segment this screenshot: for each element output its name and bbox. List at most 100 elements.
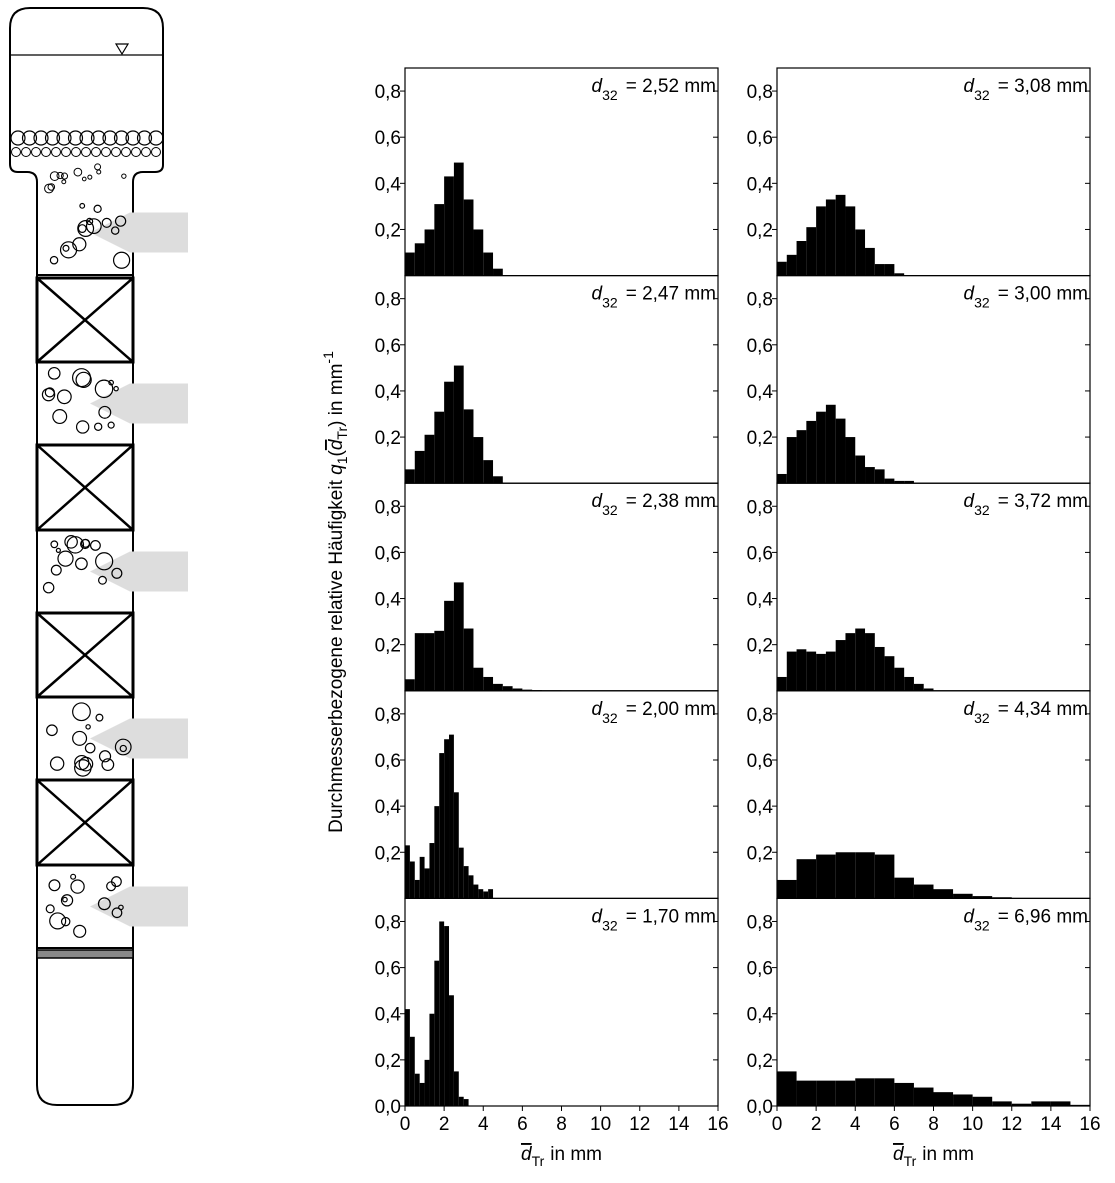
annotation: d32= 6,96 mm xyxy=(964,906,1088,933)
bubble xyxy=(122,174,126,178)
bar xyxy=(464,199,474,275)
bar xyxy=(885,479,895,484)
bar xyxy=(405,679,415,691)
y-tick-label: 0,2 xyxy=(747,428,773,449)
y-tick-label: 0,2 xyxy=(375,428,401,449)
x-tick-label: 12 xyxy=(629,1114,650,1135)
y-tick-label: 0,8 xyxy=(747,705,773,726)
bar xyxy=(439,921,444,1106)
bar xyxy=(444,926,449,1106)
x-tick-label: 14 xyxy=(1040,1114,1062,1135)
column-diagram xyxy=(10,8,188,1105)
bar xyxy=(434,961,439,1106)
y-tick-label: 0,2 xyxy=(747,220,773,241)
y-tick-label: 0,4 xyxy=(375,590,402,611)
annotation: d32= 3,08 mm xyxy=(964,76,1088,103)
flow-arrow xyxy=(90,719,188,759)
bar xyxy=(787,652,797,691)
annotation: d32= 2,00 mm xyxy=(592,699,716,726)
bubble xyxy=(142,148,151,157)
y-tick-label: 0,8 xyxy=(747,82,773,103)
x-tick-label: 2 xyxy=(811,1114,822,1135)
y-tick-label: 0,8 xyxy=(375,912,401,933)
bar xyxy=(777,474,787,483)
bubble xyxy=(58,551,73,566)
bar xyxy=(855,852,875,898)
y-tick-label: 0,8 xyxy=(375,705,401,726)
bar xyxy=(444,601,454,691)
bar xyxy=(425,633,435,691)
bar xyxy=(777,262,787,276)
y-tick-label: 0,2 xyxy=(747,843,773,864)
bar xyxy=(473,229,483,275)
bar xyxy=(855,229,865,275)
bar xyxy=(865,248,875,276)
bar xyxy=(503,686,513,691)
bar xyxy=(992,1101,1012,1106)
bar xyxy=(806,421,816,483)
bubble xyxy=(32,148,41,157)
bar xyxy=(894,1083,914,1106)
annotation-text: = 2,38 mm xyxy=(626,491,716,512)
y-label-sub: 1 xyxy=(334,456,350,464)
bar xyxy=(429,843,434,898)
bar xyxy=(855,456,865,484)
bar xyxy=(429,1014,434,1106)
bar xyxy=(483,891,488,898)
bubble xyxy=(95,380,112,397)
packing-cross xyxy=(37,780,133,865)
bubble xyxy=(50,257,57,264)
x-tick-label: 4 xyxy=(850,1114,861,1135)
bar xyxy=(865,633,875,691)
bar xyxy=(454,366,464,484)
bar xyxy=(434,806,439,898)
bar xyxy=(875,264,885,276)
bubble xyxy=(42,389,54,401)
bubble xyxy=(86,725,90,729)
bar xyxy=(478,889,483,898)
bar xyxy=(875,647,885,691)
annotation: d32= 2,47 mm xyxy=(592,284,716,311)
y-tick-label: 0,4 xyxy=(375,797,402,818)
bubble xyxy=(112,148,121,157)
bar xyxy=(464,1099,469,1106)
bar xyxy=(425,868,430,898)
bar xyxy=(806,652,816,691)
bar xyxy=(797,430,807,483)
bar xyxy=(483,677,493,691)
bar xyxy=(836,419,846,484)
bubble xyxy=(82,148,91,157)
bubble xyxy=(51,565,61,575)
bar xyxy=(488,889,493,898)
bubble xyxy=(72,148,81,157)
bar xyxy=(449,735,454,899)
flow-arrow xyxy=(90,887,188,927)
x-tick-label: 10 xyxy=(590,1114,611,1135)
bar xyxy=(444,382,454,483)
annotation: d32= 3,72 mm xyxy=(964,491,1088,518)
y-tick-label: 0,6 xyxy=(747,959,773,980)
annotation-text: = 1,70 mm xyxy=(626,906,716,927)
y-tick-label: 0,4 xyxy=(747,382,774,403)
x-label-text: in mm xyxy=(550,1144,602,1165)
bar xyxy=(816,1081,836,1106)
annotation: d32= 2,52 mm xyxy=(592,76,716,103)
bar xyxy=(885,264,895,276)
bar xyxy=(405,253,415,276)
bar xyxy=(934,889,954,898)
bubble xyxy=(73,369,91,387)
y-tick-label: 0,4 xyxy=(747,1005,774,1026)
bubble xyxy=(152,148,161,157)
bar xyxy=(894,668,904,691)
annotation-text: = 6,96 mm xyxy=(998,906,1088,927)
bar xyxy=(836,640,846,691)
bar xyxy=(797,241,807,276)
x-tick-label: 16 xyxy=(707,1114,728,1135)
bar xyxy=(914,1088,934,1106)
bar xyxy=(1031,1101,1051,1106)
bar xyxy=(777,1071,797,1106)
